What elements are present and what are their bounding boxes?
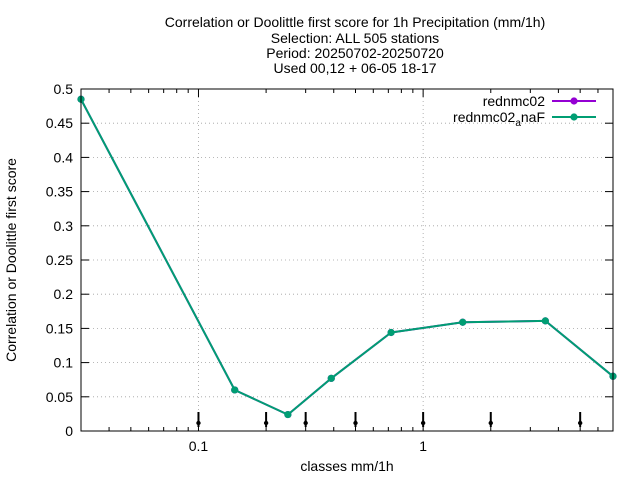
series-line-1: [80, 98, 614, 416]
y-tick-label: 0.45: [46, 115, 73, 131]
y-tick-label: 0.5: [54, 81, 74, 97]
data-point: [327, 374, 335, 382]
legend-label-rednmc02: rednmc02: [483, 93, 545, 109]
chart-title: Correlation or Doolittle first score for…: [165, 14, 545, 76]
class-marker-dot: [353, 420, 358, 426]
data-point: [284, 410, 292, 419]
tick-labels: 0 0.05 0.1 0.15 0.2 0.25 0.3 0.35 0.4 0.45 0.5 0.1 1: [46, 81, 427, 454]
class-marker-dot: [488, 420, 493, 426]
chart-title-line-4: Used 00,12 + 06-05 18-17: [273, 60, 436, 76]
legend: rednmc02 rednmc02anaF: [453, 93, 596, 129]
y-tick-label: 0.35: [46, 184, 73, 200]
legend-label-subscript: a: [515, 118, 521, 129]
y-tick-label: 0.3: [54, 218, 74, 234]
class-marker-dot: [196, 420, 201, 426]
x-tick-label: 0.1: [189, 438, 209, 454]
x-tick-label: 1: [419, 438, 427, 454]
legend-label-rednmc02-anaf: rednmc02anaF: [453, 109, 545, 129]
grid: [81, 89, 613, 431]
legend-label-main: rednmc02: [453, 109, 515, 125]
plot-frame: [80, 88, 614, 432]
legend-label-tail: naF: [521, 109, 545, 125]
class-marker-dot: [420, 420, 426, 426]
data-point: [541, 317, 549, 325]
y-tick-label: 0.25: [46, 252, 73, 268]
y-tick-label: 0.15: [46, 320, 73, 336]
y-axis-label: Correlation or Doolittle first score: [3, 158, 19, 362]
y-tick-label: 0.1: [54, 355, 74, 371]
class-marker-dot: [577, 420, 583, 426]
y-tick-label: 0.2: [54, 286, 74, 302]
y-tick-label: 0.4: [54, 149, 74, 165]
class-markers: [196, 412, 583, 427]
x-axis-label: classes mm/1h: [300, 458, 393, 474]
series-group: [77, 95, 617, 419]
legend-swatch-point: [570, 113, 578, 121]
legend-swatch-point: [570, 97, 578, 105]
data-point: [459, 318, 467, 326]
y-tick-label: 0: [65, 423, 73, 439]
chart-title-line-3: Period: 20250702-20250720: [266, 45, 444, 61]
class-marker-dot: [303, 420, 308, 426]
y-tick-label: 0.05: [46, 389, 73, 405]
data-point: [387, 328, 395, 337]
chart-title-line-2: Selection: ALL 505 stations: [271, 30, 439, 46]
class-marker-dot: [263, 420, 269, 426]
chart-title-line-1: Correlation or Doolittle first score for…: [165, 14, 545, 30]
data-point: [231, 386, 239, 394]
